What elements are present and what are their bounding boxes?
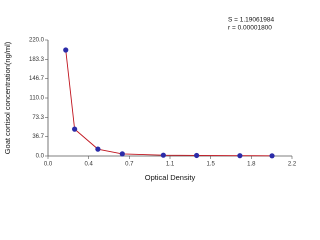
point xyxy=(72,126,78,132)
x-tick-label: 0.4 xyxy=(84,162,93,168)
y-tick-label: 183.3 xyxy=(29,57,45,63)
x-tick-label: 0.7 xyxy=(125,162,134,168)
x-tick-label: 1.5 xyxy=(206,162,215,168)
y-tick-label: 73.3 xyxy=(32,115,44,121)
point xyxy=(160,152,166,158)
point xyxy=(95,146,101,152)
fit-line xyxy=(65,49,273,157)
y-axis-label: Goat cortisol concentration(ng/ml) xyxy=(3,41,12,154)
x-tick-label: 1.8 xyxy=(247,162,256,168)
y-tick-label: 0.0 xyxy=(36,154,45,160)
x-tick-label: 2.2 xyxy=(288,162,297,168)
y-tick-label: 220.0 xyxy=(29,38,45,44)
y-tick-label: 110.0 xyxy=(29,96,44,102)
annotation: r = 0.00001800 xyxy=(228,25,272,32)
annotation: S = 1.19061984 xyxy=(228,17,274,24)
x-tick-label: 0.0 xyxy=(44,162,53,168)
y-tick-label: 146.7 xyxy=(29,76,45,82)
x-tick-label: 1.1 xyxy=(166,162,175,168)
chart: S = 1.19061984 r = 0.00001800 Optical De… xyxy=(3,17,297,182)
x-axis-label: Optical Density xyxy=(145,173,196,182)
point xyxy=(194,152,200,159)
point xyxy=(119,151,125,157)
point xyxy=(63,47,69,53)
point xyxy=(269,153,275,159)
y-tick-label: 36.7 xyxy=(32,134,44,140)
point xyxy=(237,153,243,159)
